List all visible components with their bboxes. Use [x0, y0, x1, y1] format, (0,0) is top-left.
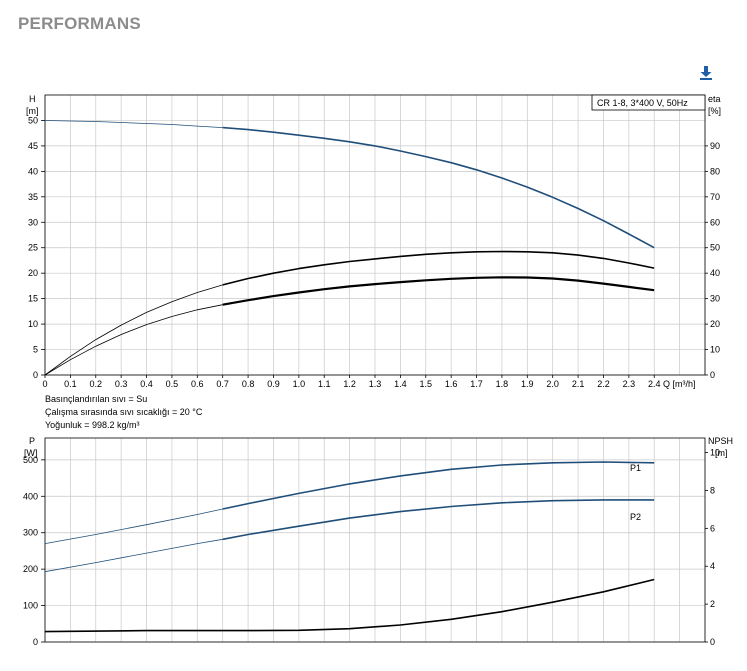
x-tick-label: 1.6: [445, 379, 458, 389]
x-tick-label: 0.3: [115, 379, 128, 389]
bottom-right-unit: [m]: [715, 448, 728, 458]
y-left-tick-label: 400: [23, 491, 38, 501]
x-tick-label: 0.4: [140, 379, 153, 389]
x-tick-label: 0: [42, 379, 47, 389]
y-left-tick-label: 300: [23, 528, 38, 538]
curve-eta-bold: [222, 276, 655, 306]
x-tick-label: 0.9: [267, 379, 280, 389]
y-left-tick-label: 10: [28, 319, 38, 329]
top-right-unit: [%]: [708, 106, 721, 116]
x-tick-label: 2.4: [648, 379, 661, 389]
bottom-panel-ticks: 0 100 200 300 400 500 0 2 4 6 8 10: [23, 448, 720, 647]
y-right-tick-label: 8: [710, 485, 715, 495]
x-tick-label: 1.4: [394, 379, 407, 389]
y-right-tick-label: 2: [710, 599, 715, 609]
curve-eta-bold-extrapolated: [44, 304, 223, 376]
series-label-p2: P2: [630, 512, 641, 522]
y-left-tick-label: 40: [28, 166, 38, 176]
curve-npsh: [44, 578, 655, 633]
top-panel-ticks: 0 5 10 15 20 25 30 35 40 45 50 0 10 20 30 40 50 60 70 80 90 0…: [28, 115, 720, 389]
top-left-unit-symbol: H: [29, 94, 36, 104]
x-axis-label: Q [m³/h]: [663, 379, 696, 389]
y-right-tick-label: 90: [710, 141, 720, 151]
y-right-tick-label: 20: [710, 319, 720, 329]
x-tick-label: 1.9: [521, 379, 534, 389]
y-right-tick-label: 4: [710, 561, 715, 571]
curve-p2: [222, 499, 655, 541]
y-left-tick-label: 30: [28, 217, 38, 227]
curve-h-extrapolated: [44, 120, 223, 128]
x-tick-label: 0.1: [64, 379, 77, 389]
curve-p1: [222, 461, 655, 510]
curve-eta: [222, 250, 655, 286]
x-tick-label: 2.3: [623, 379, 636, 389]
y-left-tick-label: 100: [23, 601, 38, 611]
x-tick-label: 0.6: [191, 379, 204, 389]
y-left-tick-label: 200: [23, 564, 38, 574]
legend-box: [591, 94, 706, 111]
x-tick-label: 0.5: [166, 379, 179, 389]
y-right-tick-label: 60: [710, 217, 720, 227]
y-left-tick-label: 0: [33, 370, 38, 380]
note-density: Yoğunluk = 998.2 kg/m³: [45, 420, 139, 430]
y-right-tick-label: 40: [710, 268, 720, 278]
x-tick-label: 1.1: [318, 379, 331, 389]
y-right-tick-label: 30: [710, 294, 720, 304]
note-temperature: Çalışma sırasında sıvı sıcaklığı = 20 °C: [45, 407, 203, 417]
y-right-tick-label: 0: [710, 370, 715, 380]
y-right-tick-label: 70: [710, 192, 720, 202]
x-tick-label: 1.7: [470, 379, 483, 389]
bottom-left-unit-symbol: P: [29, 436, 35, 446]
y-left-tick-label: 25: [28, 243, 38, 253]
series-label-p1: P1: [630, 463, 641, 473]
x-tick-label: 1.0: [293, 379, 306, 389]
x-tick-label: 2.1: [572, 379, 585, 389]
bottom-left-unit: [W]: [24, 448, 38, 458]
curve-h: [222, 126, 655, 249]
page-title: PERFORMANS: [18, 14, 141, 33]
x-tick-label: 2.2: [597, 379, 610, 389]
top-right-unit-symbol: eta: [708, 94, 721, 104]
y-right-tick-label: 10: [710, 345, 720, 355]
top-left-unit: [m]: [26, 106, 39, 116]
y-left-tick-label: 500: [23, 455, 38, 465]
x-tick-label: 0.7: [216, 379, 229, 389]
note-liquid: Basınçlandırılan sıvı = Su: [45, 394, 147, 404]
x-tick-label: 1.3: [369, 379, 382, 389]
x-tick-label: 0.2: [90, 379, 103, 389]
y-left-tick-label: 35: [28, 192, 38, 202]
bottom-right-unit-symbol: NPSH: [708, 436, 733, 446]
y-left-tick-label: 50: [28, 115, 38, 125]
y-left-tick-label: 5: [33, 345, 38, 355]
y-left-tick-label: 0: [33, 637, 38, 647]
bottom-panel-curves: [44, 461, 655, 633]
x-tick-label: 1.8: [496, 379, 509, 389]
top-panel-grid: [44, 94, 706, 376]
plot-frame: [44, 437, 706, 643]
top-panel-curves: [44, 120, 655, 376]
y-left-tick-label: 45: [28, 141, 38, 151]
download-icon[interactable]: [697, 64, 715, 82]
x-tick-label: 1.5: [420, 379, 433, 389]
bottom-panel-grid: [44, 437, 706, 643]
y-right-tick-label: 0: [710, 637, 715, 647]
y-right-tick-label: 6: [710, 523, 715, 533]
x-tick-label: 0.8: [242, 379, 255, 389]
y-left-tick-label: 15: [28, 294, 38, 304]
y-right-tick-label: 50: [710, 243, 720, 253]
y-right-tick-label: 10: [710, 448, 720, 458]
x-tick-label: 1.2: [343, 379, 356, 389]
curve-p1-extrapolated: [44, 508, 223, 544]
y-left-tick-label: 20: [28, 268, 38, 278]
curve-p2-extrapolated: [44, 538, 223, 573]
curve-eta-extrapolated: [44, 284, 223, 376]
y-right-tick-label: 80: [710, 166, 720, 176]
legend-text: CR 1-8, 3*400 V, 50Hz: [597, 98, 688, 108]
x-tick-label: 2.0: [546, 379, 559, 389]
